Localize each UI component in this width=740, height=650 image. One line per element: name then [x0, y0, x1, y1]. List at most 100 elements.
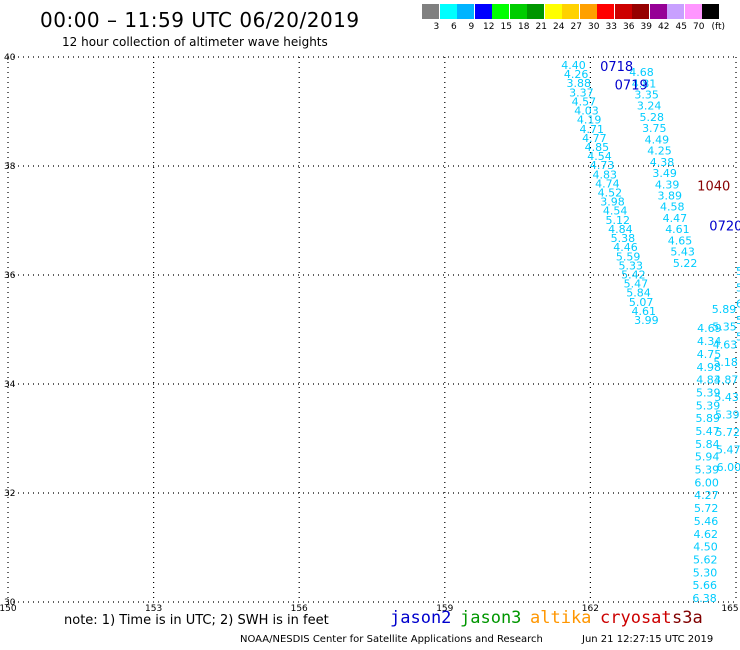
swh-value: 6.00: [694, 476, 719, 489]
swh-value: 4.26: [564, 68, 589, 81]
lat-tick-label: 34: [4, 380, 16, 390]
satellite-label: jason2: [390, 608, 452, 628]
footer-note: note: 1) Time is in UTC; 2) SWH is in fe…: [64, 613, 329, 628]
lon-tick-label: 165: [721, 604, 738, 614]
legend-label: 39: [640, 22, 652, 32]
legend-label: 45: [675, 22, 687, 32]
pass-time-label: 0718: [600, 60, 633, 75]
swh-value: 3.98: [600, 196, 625, 209]
swh-value: 4.54: [587, 150, 612, 163]
legend-swatch: [614, 4, 632, 19]
swh-value: 3.88: [566, 77, 591, 90]
swh-value: 5.39: [715, 409, 740, 422]
swh-value: 5.1: [736, 281, 740, 294]
swh-value: 4.50: [693, 541, 718, 554]
swh-value: 5.39: [695, 464, 720, 477]
swh-value: 4.49: [645, 133, 670, 146]
swh-value: 4.71: [579, 123, 604, 136]
swh-value: 4.38: [650, 156, 675, 169]
swh-value: 5.72: [694, 502, 719, 515]
swh-value: 5.18: [713, 356, 738, 369]
pass-time-labels: 0718 0719 0720 1040: [600, 60, 740, 234]
lon-tick-label: 159: [436, 604, 453, 614]
legend-swatch: [474, 4, 492, 19]
lon-tick-label: 150: [0, 604, 17, 614]
swh-value: 5.46: [694, 515, 719, 528]
swh-value: 5.39: [696, 399, 721, 412]
swh-value: 4.52: [598, 187, 623, 200]
swh-value: 4.98: [696, 361, 721, 374]
swh-value: 3.75: [642, 122, 667, 135]
swh-value: 5.28: [640, 111, 665, 124]
lon-tick-label: 162: [582, 604, 599, 614]
legend-label: 36: [623, 22, 635, 32]
swh-value: 4.57: [572, 95, 597, 108]
swh-value: 5.8: [736, 314, 740, 327]
swh-value: 4.63: [713, 338, 738, 351]
swh-value: 5.94: [695, 451, 720, 464]
swh-value: 5.35: [712, 321, 737, 334]
legend-swatch: [492, 4, 509, 19]
legend-label: 18: [518, 22, 530, 32]
swh-value: 5.47: [624, 278, 649, 291]
swh-value: 4.75: [697, 348, 722, 361]
lon-tick-label: 156: [291, 604, 308, 614]
swh-value: 4.83: [592, 168, 617, 181]
swh-value: 4.25: [647, 145, 672, 158]
swh-value: 4.46: [613, 241, 638, 254]
swh-value: 4.69: [697, 322, 722, 335]
lat-tick-label: 40: [4, 53, 16, 63]
swh-value: 5.47: [695, 425, 720, 438]
swh-value: 4.03: [574, 105, 599, 118]
swh-value: 4.87: [714, 373, 739, 386]
legend-label: 33: [605, 22, 617, 32]
map-subtitle: 12 hour collection of altimeter wave hei…: [62, 35, 328, 49]
swh-value: 4.84: [608, 223, 633, 236]
swh-value: 5.43: [670, 246, 695, 259]
legend-swatch: [702, 4, 719, 19]
legend-swatch: [684, 4, 702, 19]
swh-value: 5.07: [629, 296, 654, 309]
swh-value: 5.89: [712, 303, 737, 316]
legend-swatch: [544, 4, 562, 19]
swh-value: 4.47: [663, 212, 688, 225]
swh-value: 4.81: [632, 77, 657, 90]
satellite-label: s3a: [672, 608, 703, 628]
pass-time-label: 0719: [615, 79, 648, 94]
swh-value: 5.84: [695, 438, 720, 451]
lat-tick-label: 38: [4, 162, 16, 172]
swh-value: 5.30: [693, 566, 718, 579]
swh-value: 3.89: [657, 190, 682, 203]
map-tick-labels: 150 153 156 159 162 165 40 38 36 34 32 30: [0, 53, 739, 614]
credit-text: NOAA/NESDIS Center for Satellite Applica…: [240, 634, 543, 645]
swh-value: 5.3: [736, 330, 740, 343]
swh-value: 5.33: [618, 259, 643, 272]
swh-value: 4.62: [693, 528, 718, 541]
swh-value: 4.77: [582, 132, 607, 145]
swh-value: 4.85: [585, 141, 610, 154]
map-grid: [7, 56, 737, 603]
satellite-label: altika: [530, 608, 592, 628]
legend-swatch: [667, 4, 684, 19]
lon-tick-label: 153: [145, 604, 162, 614]
pass-time-label: 0720: [709, 219, 740, 234]
swh-value: 5.62: [693, 553, 718, 566]
swh-value: 5.38: [611, 232, 636, 245]
swh-value: 5.47: [716, 444, 740, 457]
swh-value: 4.40: [561, 59, 586, 72]
swh-value: 3.35: [634, 89, 659, 102]
lat-tick-label: 36: [4, 271, 16, 281]
legend-swatch: [457, 4, 474, 19]
swh-value: 4.73: [590, 159, 615, 172]
legend-label: 12: [483, 22, 495, 32]
swh-value: 5.84: [626, 287, 651, 300]
legend-swatch: [579, 4, 597, 19]
legend-swatch: [439, 4, 457, 19]
legend-swatch: [527, 4, 544, 19]
legend-swatch: [562, 4, 579, 19]
swh-value: 5.59: [616, 250, 641, 263]
pass-time-label: 1040: [697, 180, 730, 195]
legend-label: 30: [588, 22, 600, 32]
swh-value: 5.12: [605, 214, 630, 227]
